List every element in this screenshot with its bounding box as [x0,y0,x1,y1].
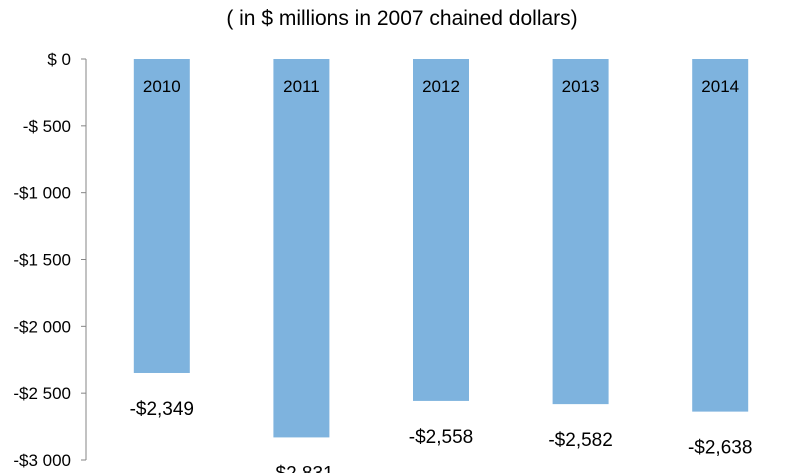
y-tick-label: -$1 500 [13,251,71,270]
category-label: 2014 [701,77,739,96]
y-tick-label: -$3 000 [13,451,71,470]
labels-group: 2010 -$2,349 2011 -$2,831 2012 -$2,558 2013 -$2… [130,77,753,473]
chart-title: ( in $ millions in 2007 chained dollars) [226,7,577,30]
bar-2014 [692,59,749,412]
bars-group [133,59,749,438]
y-tick-label: -$2 000 [13,317,71,336]
category-label: 2013 [562,77,600,96]
data-label: -$2,558 [409,427,473,448]
y-tick-label: -$1 000 [13,184,71,203]
bar-2010 [133,59,190,373]
data-label: -$2,349 [130,399,194,420]
data-label: -$2,638 [688,438,752,459]
y-tick-label: $ 0 [47,50,71,69]
bar-2013 [552,59,609,405]
y-tick-label: -$ 500 [23,117,71,136]
category-label: 2012 [422,77,460,96]
y-axis: $ 0 -$ 500 -$1 000 -$1 500 -$2 000 -$2 500 -$3… [13,50,87,470]
category-label: 2010 [143,77,181,96]
bar-2011 [273,59,330,438]
data-label: -$2,582 [548,430,612,451]
y-tick-label: -$2 500 [13,384,71,403]
bar-2012 [413,59,469,401]
data-label: -$2,831 [269,463,333,473]
category-label: 2011 [283,77,320,96]
